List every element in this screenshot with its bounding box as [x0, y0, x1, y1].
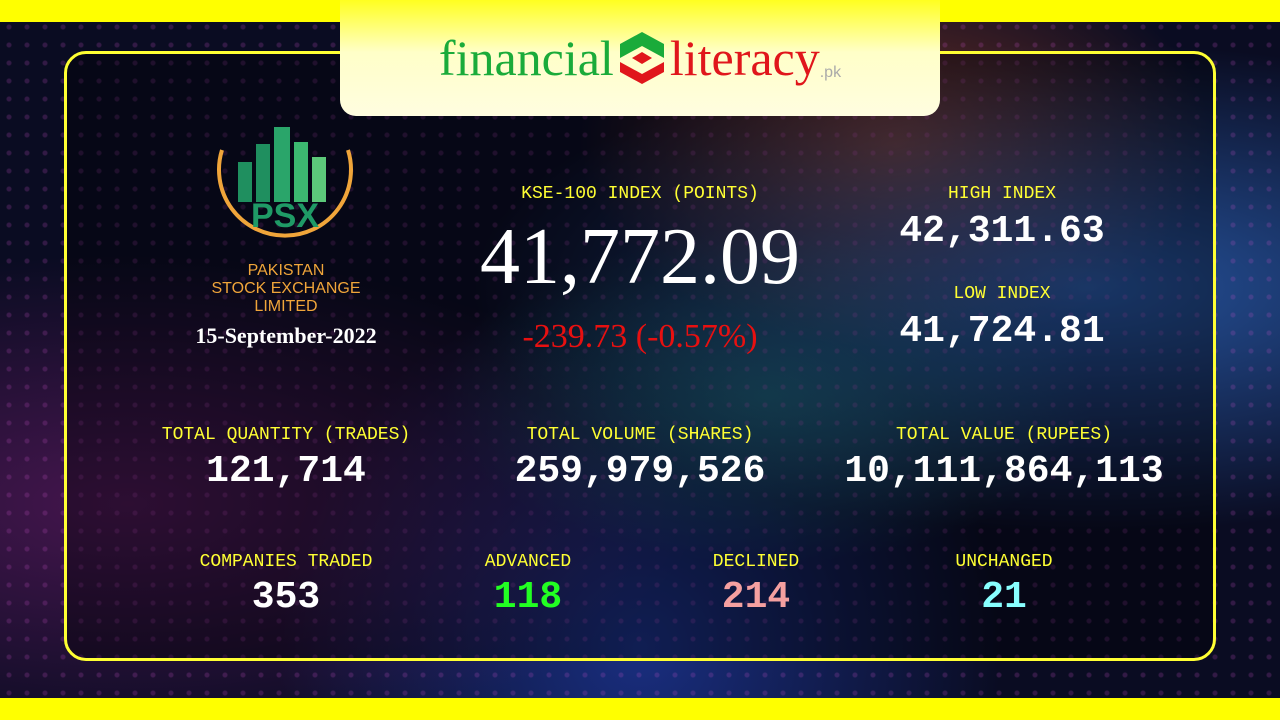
volume-value: 259,979,526 [514, 450, 766, 493]
psx-logo-text: PSX [251, 197, 319, 235]
high-label: HIGH INDEX [947, 184, 1057, 204]
quantity-value: 121,714 [206, 450, 366, 493]
quantity-label: TOTAL QUANTITY (TRADES) [161, 425, 411, 445]
total-value-label: TOTAL VALUE (RUPEES) [895, 425, 1113, 445]
companies-label: COMPANIES TRADED [199, 552, 373, 572]
declined-value: 214 [721, 576, 791, 619]
psx-name-line3: LIMITED [254, 298, 318, 315]
brand-mark-icon [619, 32, 664, 84]
unchanged-value: 21 [981, 576, 1027, 619]
psx-name-line2: STOCK EXCHANGE [211, 280, 361, 297]
advanced-label: ADVANCED [484, 552, 572, 572]
kse-value: 41,772.09 [480, 213, 800, 301]
kse-label: KSE-100 INDEX (POINTS) [521, 184, 759, 204]
bottom-bar [0, 698, 1280, 720]
brand-logo: financial literacy .pk [340, 0, 940, 116]
unchanged-label: UNCHANGED [955, 552, 1053, 572]
declined-label: DECLINED [712, 552, 800, 572]
advanced-value: 118 [493, 576, 563, 619]
brand-part2: literacy [669, 30, 820, 86]
companies-value: 353 [251, 576, 321, 619]
psx-name-line1: PAKISTAN [247, 262, 325, 279]
total-value-value: 10,111,864,113 [844, 450, 1164, 493]
psx-name: PAKISTAN STOCK EXCHANGE LIMITED [211, 262, 360, 316]
volume-label: TOTAL VOLUME (SHARES) [526, 425, 754, 445]
kse-change: -239.73 (-0.57%) [522, 318, 758, 355]
date: 15-September-2022 [195, 323, 377, 348]
brand-suffix: .pk [819, 64, 842, 81]
low-label: LOW INDEX [953, 284, 1051, 304]
high-value: 42,311.63 [899, 210, 1105, 253]
brand-part1: financial [438, 30, 614, 86]
psx-logo-icon: PSX [217, 127, 353, 238]
low-value: 41,724.81 [899, 310, 1105, 353]
